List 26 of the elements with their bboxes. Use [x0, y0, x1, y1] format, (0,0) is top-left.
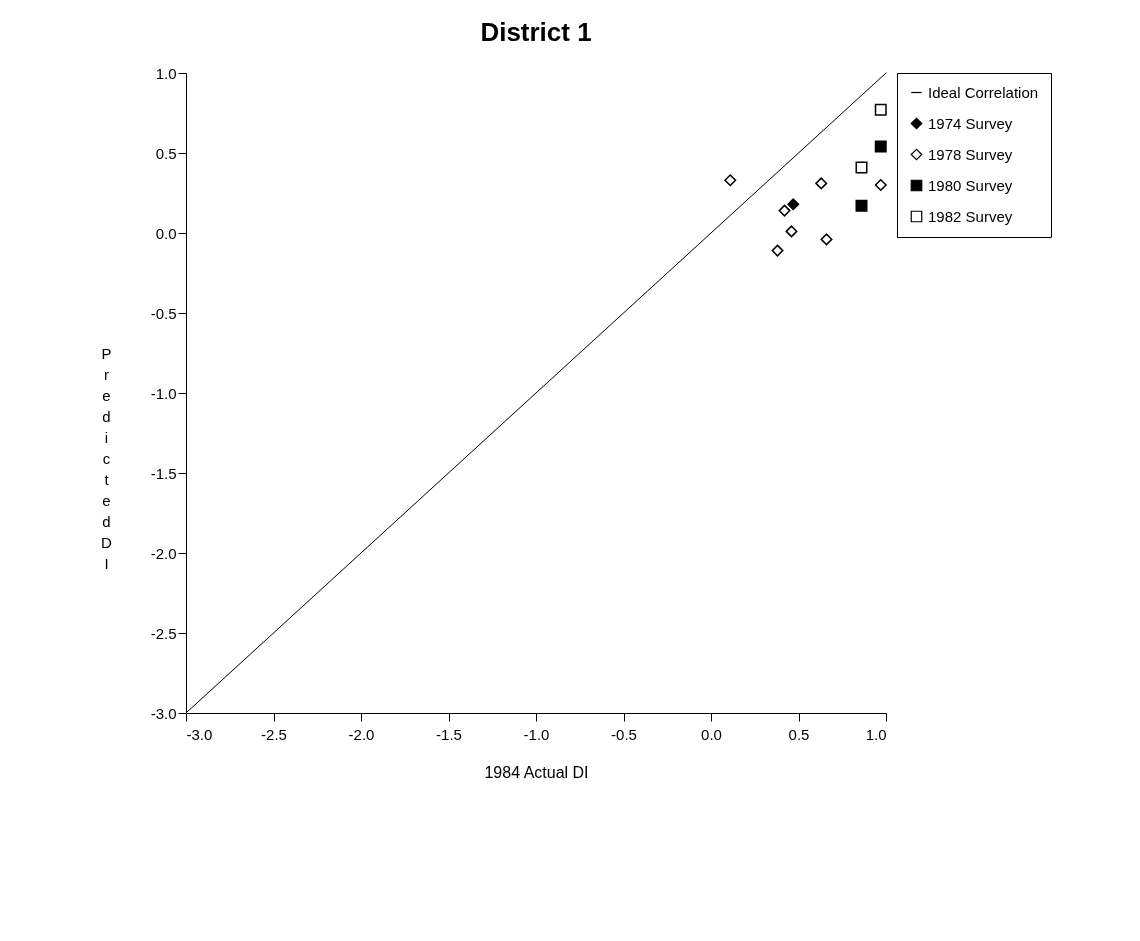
x-axis-title: 1984 Actual DI [484, 763, 589, 781]
chart-title: District 1 [480, 17, 592, 47]
legend-label: Ideal Correlation [928, 83, 1039, 101]
text: Predicted DI [101, 344, 112, 572]
y-tick-label: 0.0 [155, 224, 177, 242]
legend-label: 1978 Survey [928, 145, 1013, 163]
legend-label: 1974 Survey [928, 114, 1013, 132]
y-tick-label: 1.0 [155, 64, 177, 82]
legend-label: 1982 Survey [928, 207, 1013, 225]
y-tick-label: -2.0 [150, 544, 177, 562]
x-tick-label: -3.0 [186, 725, 213, 743]
y-tick-label: -3.0 [150, 704, 177, 722]
x-tick-label: 1.0 [865, 725, 887, 743]
legend-label: 1980 Survey [928, 176, 1013, 194]
y-tick-label: -1.5 [150, 464, 177, 482]
y-tick-label: -2.5 [150, 624, 177, 642]
y-tick-label: -0.5 [150, 304, 177, 322]
y-tick-label: -1.0 [150, 384, 177, 402]
x-tick-label: -2.0 [348, 725, 375, 743]
x-tick-label: -0.5 [611, 725, 637, 743]
x-tick-label: 0.0 [701, 725, 722, 743]
x-tick-label: -2.5 [261, 725, 287, 743]
y-tick-label: 0.5 [155, 144, 177, 162]
x-tick-label: -1.5 [436, 725, 462, 743]
x-tick-label: 0.5 [788, 725, 810, 743]
x-tick-label: -1.0 [523, 725, 550, 743]
